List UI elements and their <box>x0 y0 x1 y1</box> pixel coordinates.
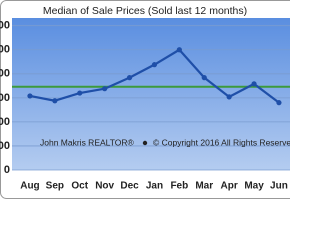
y-tick-label: 00 <box>0 68 10 80</box>
data-point <box>27 93 33 99</box>
plot-area <box>12 18 290 170</box>
x-tick-label: Jun <box>270 181 288 192</box>
data-point <box>77 90 83 96</box>
x-tick-label: Sep <box>46 181 64 192</box>
y-tick-label: 000 <box>0 20 10 32</box>
x-tick-label: Nov <box>95 181 114 192</box>
data-point <box>201 75 207 81</box>
x-tick-label: Mar <box>195 181 213 192</box>
data-point <box>151 62 158 68</box>
data-point <box>226 94 232 100</box>
data-point <box>176 47 182 53</box>
x-tick-label: Jan <box>146 181 163 192</box>
data-point <box>102 86 108 92</box>
separator-dot <box>142 140 148 146</box>
y-tick-label: 000 <box>0 140 10 152</box>
data-point <box>52 98 58 104</box>
x-tick-label: Dec <box>120 181 139 192</box>
y-tick-label: 0 <box>4 164 10 176</box>
chart-title: Median of Sale Prices (Sold last 12 mont… <box>43 5 247 17</box>
watermark: © Copyright 2016 All Rights Reserved <box>153 137 290 147</box>
data-point <box>126 75 133 81</box>
x-tick-label: Apr <box>221 181 238 192</box>
x-tick-label: Aug <box>20 181 39 192</box>
y-tick-label: 00 <box>0 116 10 128</box>
y-tick-label: 00 <box>0 92 10 104</box>
chart: Median of Sale Prices (Sold last 12 mont… <box>0 0 290 199</box>
x-tick-label: Oct <box>71 181 88 192</box>
data-point <box>251 81 257 87</box>
y-tick-label: 00 <box>0 44 10 56</box>
watermark: John Makris REALTOR® <box>40 137 135 147</box>
data-point <box>276 100 282 106</box>
x-tick-label: May <box>244 181 264 192</box>
x-tick-label: Feb <box>170 181 188 192</box>
